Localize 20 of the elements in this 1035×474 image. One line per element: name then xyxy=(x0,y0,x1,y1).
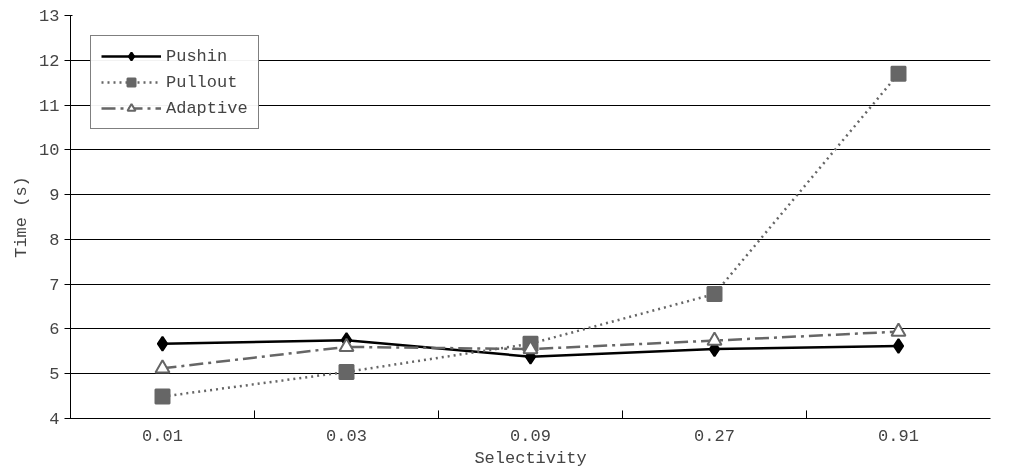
y-axis-title: Time (s) xyxy=(12,176,32,258)
y-tick-label: 5 xyxy=(49,365,60,385)
x-tick-label: 0.03 xyxy=(326,426,367,446)
x-tick-label: 0.91 xyxy=(878,426,919,446)
x-tick-label: 0.09 xyxy=(510,426,551,446)
x-axis-title: Selectivity xyxy=(474,448,587,468)
y-tick-label: 7 xyxy=(49,275,60,295)
x-tick-label: 0.27 xyxy=(694,426,735,446)
legend-label: Pullout xyxy=(166,72,238,92)
y-tick-label: 10 xyxy=(39,141,60,161)
y-tick-label: 12 xyxy=(39,51,60,71)
x-tick-label: 0.01 xyxy=(142,426,183,446)
y-tick-label: 13 xyxy=(39,7,60,26)
y-tick-label: 4 xyxy=(49,410,60,429)
y-tick-label: 8 xyxy=(49,230,60,250)
y-tick-label: 9 xyxy=(49,186,60,206)
y-tick-label: 6 xyxy=(49,320,60,340)
legend-label: Pushin xyxy=(166,46,228,66)
legend-label: Adaptive xyxy=(166,98,248,118)
y-tick-label: 11 xyxy=(39,96,60,116)
